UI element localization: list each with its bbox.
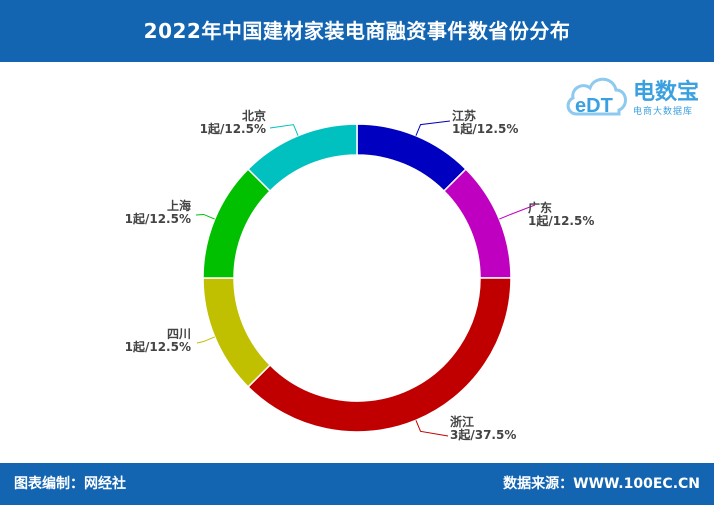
slice-name: 四川: [166, 327, 191, 341]
slice-3: [202, 277, 272, 388]
footer-bar: 图表编制：网经社 数据来源：WWW.100EC.CN: [0, 463, 714, 505]
cloud-logo-icon: eDT: [566, 77, 627, 117]
slice-name: 北京: [241, 109, 266, 123]
slice-value: 3起/37.5%: [450, 428, 517, 442]
slice-4: [202, 168, 272, 279]
leader-line-3: [196, 336, 215, 344]
leader-line-0: [415, 120, 451, 136]
slice-name: 江苏: [452, 109, 477, 123]
footer-source: 数据来源：WWW.100EC.CN: [503, 476, 700, 492]
header-bar: [0, 0, 714, 62]
slice-2: [247, 277, 512, 433]
slice-value: 1起/12.5%: [124, 212, 191, 226]
slice-5: [247, 123, 358, 193]
slice-value: 1起/12.5%: [199, 122, 266, 136]
slice-label-0: 江苏 1起/12.5%: [452, 110, 518, 136]
slice-value: 1起/12.5%: [528, 214, 595, 228]
slice-label-5: 北京 1起/12.5%: [186, 110, 266, 136]
leader-line-1: [499, 204, 536, 220]
slice-label-2: 浙江 3起/37.5%: [450, 416, 516, 442]
slice-0: [356, 123, 467, 193]
slice-value: 1起/12.5%: [124, 340, 191, 354]
slice-label-3: 四川 1起/12.5%: [111, 328, 191, 354]
slice-1: [442, 168, 512, 279]
slice-value: 1起/12.5%: [452, 122, 519, 136]
leader-line-5: [269, 124, 299, 136]
slice-label-1: 广东 1起/12.5%: [528, 202, 594, 228]
leader-line-4: [195, 213, 215, 220]
slice-name: 浙江: [450, 415, 475, 429]
leader-line-2: [415, 420, 449, 437]
logo-subtitle: 电商大数据库: [633, 107, 694, 117]
footer-credit: 图表编制：网经社: [14, 476, 126, 492]
chart-title: 2022年中国建材家装电商融资事件数省份分布: [143, 19, 571, 43]
logo-mark-text: eDT: [575, 95, 613, 117]
logo: eDT 电数宝 电商大数据库: [563, 68, 709, 124]
slice-name: 广东: [528, 201, 553, 215]
logo-name: 电数宝: [633, 80, 700, 105]
slice-label-4: 上海 1起/12.5%: [111, 200, 191, 226]
slice-name: 上海: [166, 199, 191, 213]
